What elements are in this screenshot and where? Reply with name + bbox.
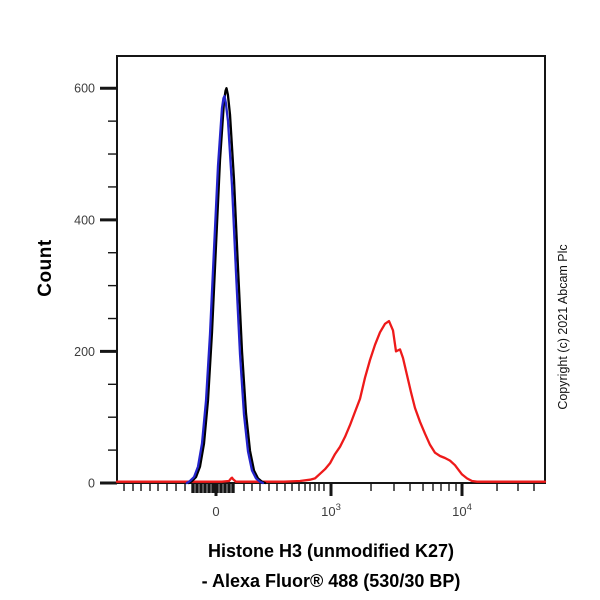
x-axis-title-line-2: - Alexa Fluor® 488 (530/30 BP) xyxy=(201,571,461,591)
y-tick-label: 200 xyxy=(74,345,95,359)
y-tick-label: 600 xyxy=(74,82,95,96)
copyright-text: Copyright (c) 2021 Abcam Plc xyxy=(556,244,570,410)
x-axis-title: Histone H3 (unmodified K27) - Alexa Fluo… xyxy=(117,536,545,596)
y-tick-label: 400 xyxy=(74,213,95,227)
y-tick-label: 0 xyxy=(88,477,95,491)
x-tick-label: 103 xyxy=(321,502,341,519)
x-tick-label: 0 xyxy=(212,504,219,519)
blue-curve xyxy=(185,94,265,485)
red-curve xyxy=(115,319,547,483)
plot-frame xyxy=(116,55,546,484)
x-axis-title-line-1: Histone H3 (unmodified K27) xyxy=(207,541,454,561)
x-tick-label: 104 xyxy=(452,502,472,519)
black-curve xyxy=(187,87,267,485)
